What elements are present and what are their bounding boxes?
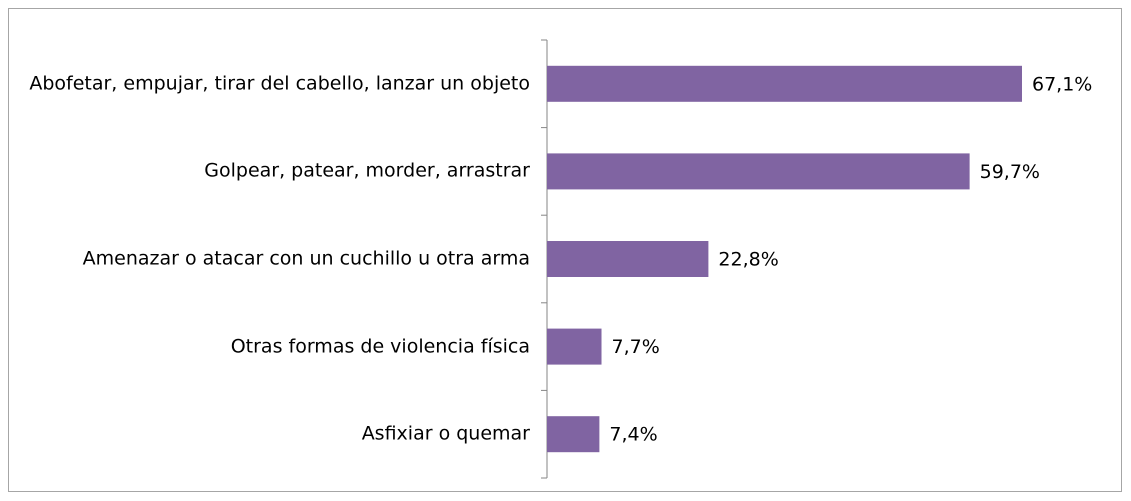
category-label-box: Amenazar o atacar con un cuchillo u otra…: [10, 246, 530, 273]
data-label: 67,1%: [1032, 73, 1092, 95]
bar: [547, 241, 709, 277]
data-label: 7,7%: [612, 336, 660, 358]
category-label: Amenazar o atacar con un cuchillo u otra…: [82, 247, 530, 270]
data-label: 22,8%: [718, 249, 778, 271]
data-label: 59,7%: [980, 161, 1040, 183]
category-label: Abofetar, empujar, tirar del cabello, la…: [29, 72, 530, 95]
category-label: Golpear, patear, morder, arrastrar: [204, 159, 530, 182]
data-label: 7,4%: [609, 424, 657, 446]
category-label-box: Golpear, patear, morder, arrastrar: [10, 158, 530, 185]
bar: [547, 65, 1022, 102]
category-label-box: Otras formas de violencia física: [10, 333, 530, 360]
bar: [547, 416, 600, 453]
category-label-box: Asfixiar o quemar: [10, 421, 530, 448]
category-label-box: Abofetar, empujar, tirar del cabello, la…: [10, 70, 530, 97]
bar: [547, 328, 602, 365]
category-label: Otras formas de violencia física: [230, 335, 530, 358]
chart-frame: [8, 8, 1122, 492]
category-label: Asfixiar o quemar: [361, 422, 530, 445]
bar: [547, 153, 970, 190]
